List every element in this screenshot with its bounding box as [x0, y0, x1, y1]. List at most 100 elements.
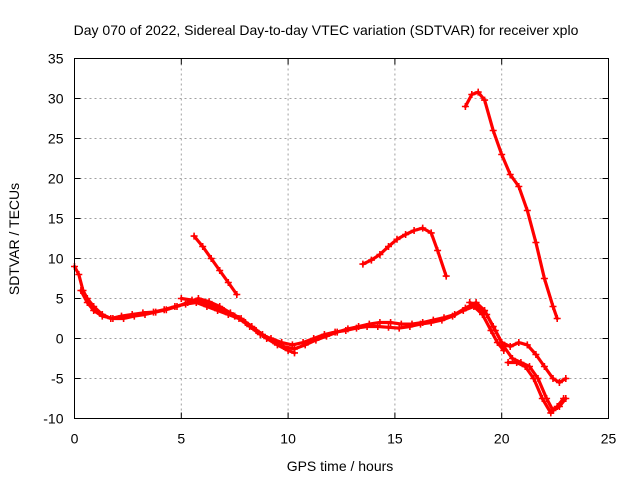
data-point — [515, 183, 523, 190]
data-point — [385, 243, 392, 250]
data-point — [500, 343, 508, 350]
data-point — [504, 359, 512, 366]
data-point — [323, 332, 330, 340]
data-point — [199, 299, 207, 306]
grid — [74, 58, 609, 419]
data-point — [532, 239, 540, 246]
data-point — [489, 127, 497, 134]
data-point — [333, 328, 341, 336]
data-point — [241, 319, 249, 326]
data-point — [224, 279, 232, 286]
x-axis-label: GPS time / hours — [287, 458, 394, 474]
data-point — [291, 349, 298, 357]
data-point — [506, 343, 514, 350]
data-point — [555, 379, 563, 386]
series-line-arc-f — [463, 90, 559, 321]
data-point — [466, 299, 474, 306]
data-point — [199, 243, 207, 250]
data-point — [549, 407, 557, 414]
data-point — [233, 291, 241, 298]
data-point — [451, 311, 459, 318]
data-point — [252, 327, 260, 334]
data-point — [301, 341, 309, 349]
data-point — [442, 272, 450, 280]
data-point — [483, 311, 491, 318]
data-point — [498, 151, 506, 158]
data-point — [474, 88, 482, 96]
data-point — [190, 232, 198, 240]
data-point — [376, 319, 384, 326]
data-point — [517, 359, 525, 366]
data-point — [312, 336, 320, 344]
data-point — [162, 306, 170, 314]
series-line-arc-b — [79, 288, 504, 351]
data-point — [216, 267, 224, 274]
data-point — [506, 171, 514, 178]
data-point — [173, 303, 181, 310]
x-tick-label: 15 — [387, 431, 403, 447]
data-point — [393, 235, 401, 243]
data-point — [427, 229, 435, 237]
data-point — [523, 207, 531, 214]
data-point — [553, 315, 561, 322]
data-point — [410, 227, 418, 234]
data-point — [562, 375, 570, 382]
data-point — [284, 347, 292, 354]
data-point — [355, 323, 363, 330]
data-point — [515, 339, 523, 346]
data-point — [491, 327, 499, 334]
plot-frame — [74, 58, 609, 419]
data-point — [419, 319, 427, 326]
data-point — [562, 395, 570, 402]
data-point — [461, 103, 469, 110]
data-point — [75, 271, 83, 278]
data-point — [523, 341, 531, 349]
series-line-arc-h — [506, 360, 566, 415]
data-point — [540, 363, 548, 370]
data-point — [549, 375, 557, 382]
x-tick-labels: 0 5 10 15 20 25 — [71, 431, 617, 447]
data-point — [395, 324, 403, 332]
data-point — [209, 303, 217, 310]
data-point — [365, 320, 373, 328]
data-point — [188, 296, 196, 304]
data-point — [385, 323, 392, 331]
data-point — [231, 312, 239, 320]
y-tick-label: 5 — [56, 291, 64, 307]
data-point — [152, 308, 160, 316]
data-point — [109, 315, 117, 322]
data-point — [526, 363, 533, 370]
data-point — [540, 275, 548, 282]
chart-title: Day 070 of 2022, Sidereal Day-to-day VTE… — [74, 22, 579, 38]
x-tick-label: 0 — [71, 431, 79, 447]
series-line-arc-d — [192, 234, 239, 297]
data-point — [207, 255, 215, 262]
data-point — [549, 303, 557, 310]
data-point — [130, 312, 138, 320]
x-tick-label: 20 — [494, 431, 510, 447]
data-point — [461, 304, 469, 312]
y-tick-label: 20 — [48, 171, 64, 187]
data-point — [98, 312, 106, 320]
data-point — [90, 307, 98, 314]
data-point — [177, 295, 185, 302]
data-point — [474, 303, 482, 310]
data-point — [83, 299, 91, 306]
data-point — [434, 247, 442, 254]
data-point — [440, 314, 448, 322]
data-point — [397, 320, 405, 328]
x-tick-label: 5 — [177, 431, 185, 447]
data-point — [367, 256, 375, 264]
data-point — [120, 315, 128, 322]
y-tick-label: 10 — [48, 251, 64, 267]
y-tick-label: 15 — [48, 211, 64, 227]
x-tick-label: 25 — [601, 431, 617, 447]
data-point — [481, 96, 489, 104]
y-tick-label: 30 — [48, 91, 64, 107]
y-tick-label: -5 — [51, 371, 64, 387]
data-point — [543, 395, 551, 402]
data-point — [273, 341, 281, 349]
data-point — [419, 224, 427, 232]
data-point — [359, 260, 367, 268]
